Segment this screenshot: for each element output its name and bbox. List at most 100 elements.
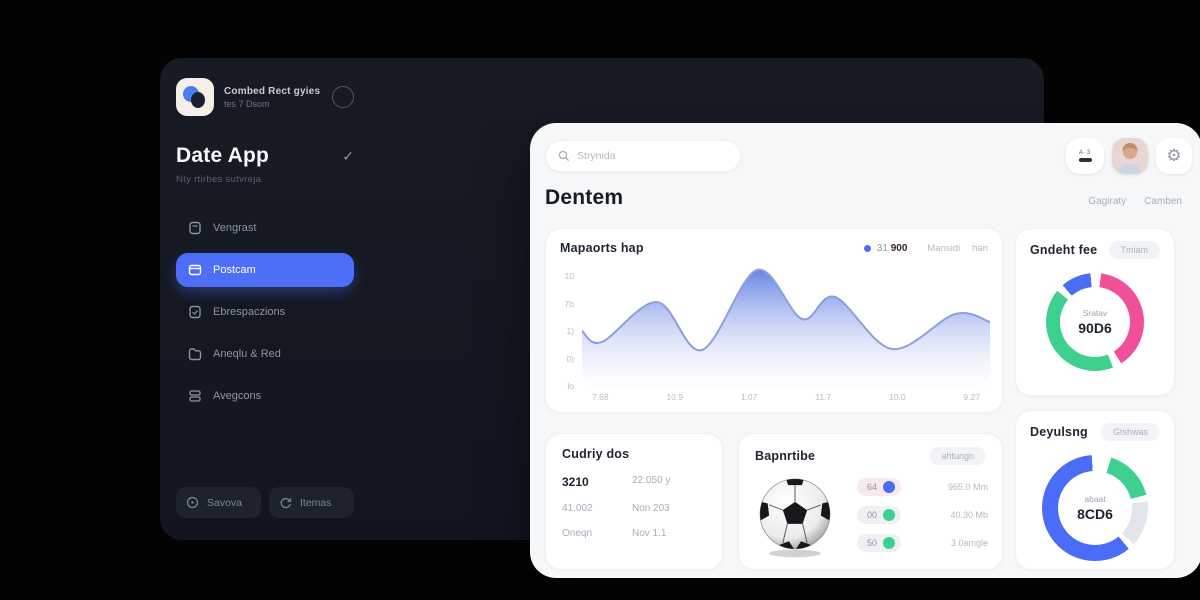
legend-rows: 64 965.0 Mm 00 40.30 Mb bbox=[857, 478, 988, 552]
x-tick: 7.68 bbox=[592, 392, 609, 402]
sidebar-item-label: Vengrast bbox=[213, 222, 257, 234]
card-icon bbox=[188, 264, 202, 276]
y-tick: 10 bbox=[564, 271, 574, 281]
chart-range-link-0[interactable]: Mansidi bbox=[927, 242, 961, 254]
folder-icon bbox=[188, 348, 202, 361]
donut1-center-value: 90D6 bbox=[1078, 320, 1112, 336]
refresh-icon bbox=[280, 497, 292, 509]
area-chart-svg bbox=[582, 268, 990, 387]
donut1-chip-button[interactable]: Tmiam bbox=[1108, 241, 1160, 259]
stat-left: 3210 bbox=[562, 475, 589, 489]
stats-row: Oneqn Nov 1.1 bbox=[562, 528, 706, 539]
legend-card: Bapnrtibe ahtungn bbox=[738, 433, 1003, 570]
donut1-center-label: Sratav bbox=[1082, 308, 1108, 318]
sidebar-item-label: Aneqlu & Red bbox=[213, 348, 281, 360]
sidebar-item-label: Ebrespaczions bbox=[213, 306, 286, 318]
app-title: Date App bbox=[176, 144, 269, 167]
donut1-header: Gndeht fee Tmiam bbox=[1030, 241, 1160, 259]
x-axis-labels: 7.68 10.9 1.07 11.7 10.0 9.27 bbox=[582, 392, 990, 402]
x-tick: 9.27 bbox=[963, 392, 980, 402]
y-tick: 0) bbox=[566, 353, 574, 364]
y-axis-labels: 10 7b 1) 0) lo bbox=[558, 271, 574, 391]
sidebar-item-3[interactable]: Aneqlu & Red bbox=[176, 337, 354, 371]
legend-dot bbox=[863, 244, 871, 252]
logo-line2: tes 7 Dsom bbox=[224, 98, 270, 109]
legend-color-dot bbox=[883, 481, 896, 493]
y-tick: 1) bbox=[566, 326, 574, 336]
sidebar-item-2[interactable]: Ebrespaczions bbox=[176, 295, 354, 329]
legend-value-pill: 50 bbox=[857, 534, 902, 552]
sidebar-footer-button-0[interactable]: Savova bbox=[176, 487, 261, 518]
legend-color-dot bbox=[883, 537, 896, 549]
x-tick: 11.7 bbox=[815, 392, 832, 402]
chart-range-links: Mansidi han bbox=[927, 243, 988, 254]
stat-right: 22.050 y bbox=[632, 475, 671, 486]
sidebar-footer: Savova Itemas bbox=[176, 487, 354, 518]
sidebar-circle-icon[interactable] bbox=[332, 86, 354, 108]
legend-value: 50 bbox=[867, 538, 878, 548]
check-icon: ✓ bbox=[342, 147, 354, 164]
top-bar: A·3 ⚙ bbox=[545, 138, 1192, 174]
header-link-0[interactable]: Gagiraty bbox=[1088, 196, 1127, 207]
page-title: Dentem bbox=[545, 186, 624, 209]
donut-chart-bottom: abaat 8CD6 bbox=[1042, 455, 1148, 561]
donut-card-top: Gndeht fee Tmiam Sratav 90D6 bbox=[1015, 228, 1175, 396]
stats-row: 3210 22.050 y bbox=[562, 475, 706, 489]
area-chart-card: Mapaorts hap 31 900 Mansidi han 10 7b 1) bbox=[545, 228, 1003, 413]
x-tick: 10.0 bbox=[889, 392, 906, 402]
main-content: A·3 ⚙ bbox=[530, 123, 1200, 578]
sidebar-item-0[interactable]: Vengrast bbox=[176, 211, 354, 245]
legend-value-pill: 00 bbox=[857, 506, 902, 524]
legend-value-pill: 64 bbox=[857, 478, 902, 496]
layers-icon bbox=[189, 390, 201, 402]
header-link-1[interactable]: Camben bbox=[1144, 196, 1182, 207]
footer-button-label: Itemas bbox=[300, 496, 332, 509]
stat-right: Non 203 bbox=[632, 503, 670, 514]
app-subtitle: Nty rtirbes sutvreja bbox=[176, 174, 262, 185]
legend-value-gray: 31 bbox=[876, 242, 888, 254]
shortcut-label: A·3 bbox=[1078, 150, 1092, 156]
legend-label: 3.0amgle bbox=[950, 538, 988, 548]
sidebar: Combed Rect gyies tes 7 Dsom Date App ✓ … bbox=[160, 58, 370, 540]
legend-card-header: Bapnrtibe ahtungn bbox=[755, 447, 986, 465]
y-tick: lo bbox=[567, 381, 574, 391]
help-circle-icon bbox=[186, 496, 199, 509]
legend-value: 00 bbox=[867, 510, 878, 520]
shortcut-button[interactable]: A·3 bbox=[1066, 138, 1104, 174]
donut-chart-top: Sratav 90D6 bbox=[1046, 273, 1144, 371]
search-bar[interactable] bbox=[545, 140, 741, 172]
sidebar-item-4[interactable]: Avegcons bbox=[176, 379, 354, 413]
file-check-icon bbox=[189, 305, 201, 319]
page-header-links: Gagiraty Camben bbox=[1088, 196, 1182, 207]
sidebar-title-row: Date App ✓ bbox=[176, 144, 354, 168]
sidebar-header: Combed Rect gyies tes 7 Dsom bbox=[176, 78, 354, 116]
stat-left: Oneqn bbox=[562, 528, 593, 539]
chart-header: Mapaorts hap 31 900 Mansidi han bbox=[560, 241, 988, 255]
user-avatar[interactable] bbox=[1112, 138, 1148, 174]
legend-row: 00 40.30 Mb bbox=[857, 506, 988, 524]
settings-button[interactable]: ⚙ bbox=[1156, 138, 1192, 174]
donut2-chip-button[interactable]: Gtshwas bbox=[1100, 423, 1160, 441]
avatar-image bbox=[1112, 138, 1148, 174]
sidebar-item-1-active[interactable]: Postcam bbox=[176, 253, 354, 287]
legend-label: 965.0 Mm bbox=[947, 482, 988, 492]
sidebar-item-label: Avegcons bbox=[213, 390, 262, 402]
sidebar-footer-button-1[interactable]: Itemas bbox=[269, 487, 354, 518]
legend-card-chip-button[interactable]: ahtungn bbox=[929, 447, 986, 465]
top-bar-actions: A·3 ⚙ bbox=[1066, 138, 1192, 174]
stats-card: Cudriy dos 3210 22.050 y 41.002 Non 203 … bbox=[545, 433, 723, 570]
donut2-center-label: abaat bbox=[1084, 494, 1106, 504]
x-tick: 10.9 bbox=[666, 392, 683, 402]
area-chart-plot bbox=[582, 262, 990, 388]
app-logo bbox=[176, 78, 214, 116]
soccer-ball-image bbox=[757, 476, 833, 558]
legend-color-dot bbox=[883, 509, 896, 521]
stats-row: 41.002 Non 203 bbox=[562, 503, 706, 514]
chart-range-link-1[interactable]: han bbox=[972, 242, 988, 254]
chart-legend: 31 900 Mansidi han bbox=[863, 242, 988, 254]
search-input[interactable] bbox=[577, 150, 717, 162]
logo-line1: Combed Rect gyies bbox=[224, 85, 321, 97]
sidebar-menu: Vengrast Postcam Ebrespaczions Aneqlu & … bbox=[176, 211, 354, 413]
page-header: Dentem Gagiraty Camben bbox=[545, 186, 1182, 210]
